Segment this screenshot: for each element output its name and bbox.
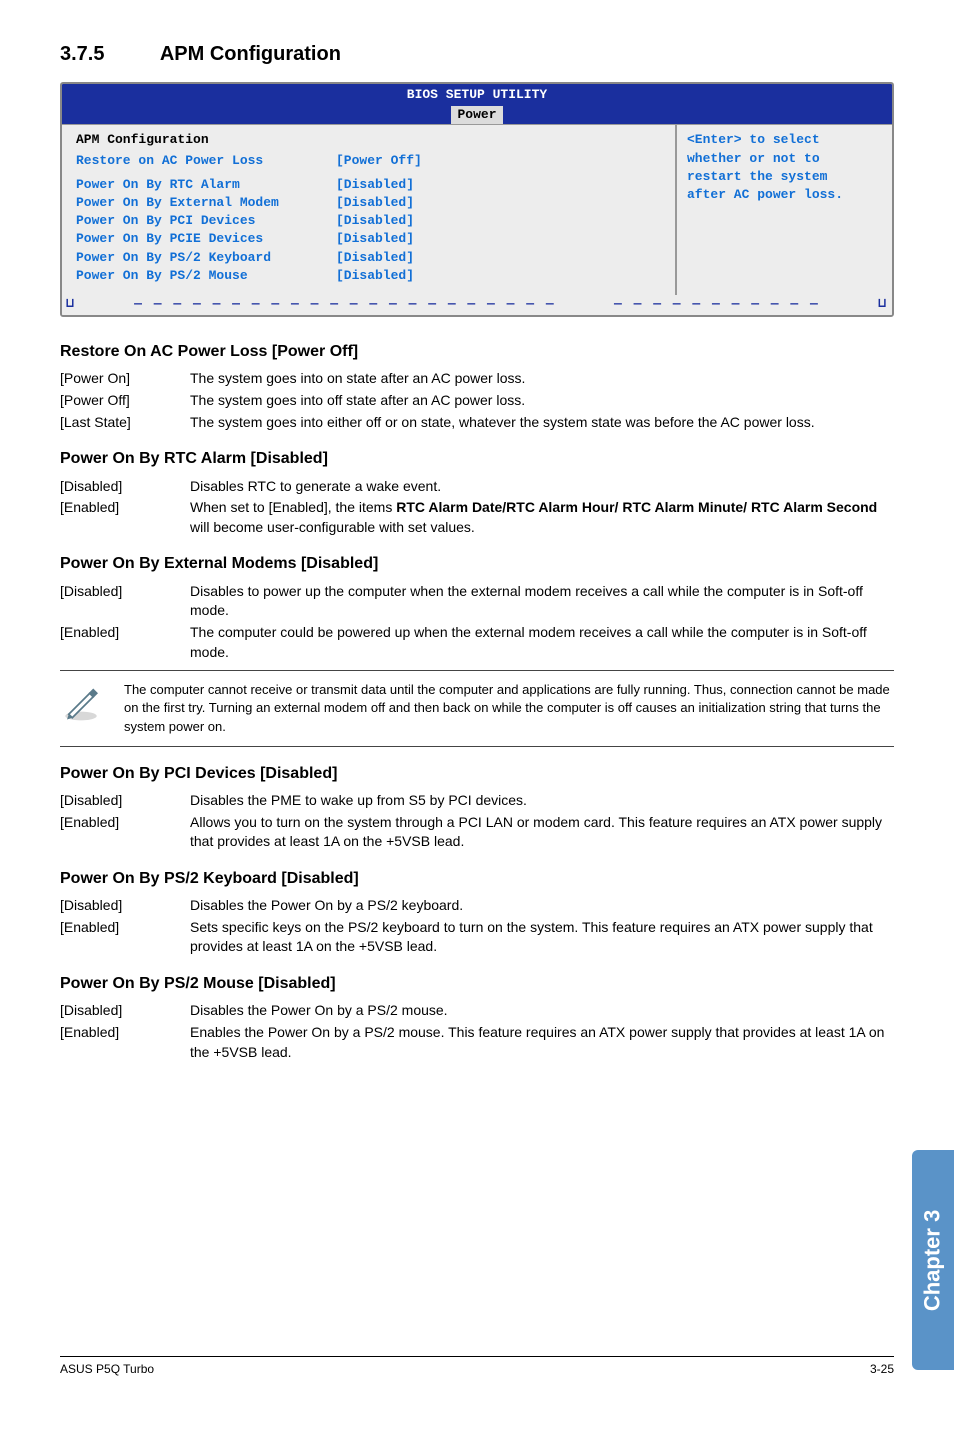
footer-right: 3-25 (870, 1361, 894, 1378)
option-value: Disables RTC to generate a wake event. (190, 477, 894, 497)
bios-setting-value: [Disabled] (336, 212, 414, 230)
note-text: The computer cannot receive or transmit … (124, 681, 894, 736)
option-row: [Power On]The system goes into on state … (60, 369, 894, 389)
bios-header-tab: Power (451, 106, 502, 124)
bios-setting-value: [Disabled] (336, 249, 414, 267)
footer-left: ASUS P5Q Turbo (60, 1361, 154, 1378)
option-key: [Last State] (60, 413, 190, 433)
option-value: Disables to power up the computer when t… (190, 582, 894, 621)
bios-setting-row: Power On By RTC Alarm[Disabled] (76, 176, 661, 194)
option-row: [Disabled]Disables the PME to wake up fr… (60, 791, 894, 811)
option-value: Disables the PME to wake up from S5 by P… (190, 791, 894, 811)
bios-left-header: APM Configuration (76, 131, 661, 149)
option-key: [Disabled] (60, 477, 190, 497)
bios-setting-row: Power On By PS/2 Keyboard[Disabled] (76, 249, 661, 267)
option-row: [Last State]The system goes into either … (60, 413, 894, 433)
option-key: [Disabled] (60, 1001, 190, 1021)
option-heading: Restore On AC Power Loss [Power Off] (60, 341, 894, 363)
option-value: Disables the Power On by a PS/2 mouse. (190, 1001, 894, 1021)
bios-header-title: BIOS SETUP UTILITY (62, 86, 892, 104)
option-row: [Enabled]Enables the Power On by a PS/2 … (60, 1023, 894, 1062)
bios-setting-row: Power On By PS/2 Mouse[Disabled] (76, 267, 661, 285)
chapter-side-tab-label: Chapter 3 (918, 1209, 949, 1310)
option-key: [Power On] (60, 369, 190, 389)
option-row: [Disabled]Disables RTC to generate a wak… (60, 477, 894, 497)
bios-header: BIOS SETUP UTILITY Power (62, 84, 892, 124)
bios-setting-value: [Disabled] (336, 194, 414, 212)
bios-help-line: after AC power loss. (687, 186, 882, 204)
bios-setting-value: [Disabled] (336, 267, 414, 285)
bios-setting-label: Power On By PCI Devices (76, 212, 336, 230)
bios-setting-label: Power On By External Modem (76, 194, 336, 212)
option-key: [Power Off] (60, 391, 190, 411)
option-value: Sets specific keys on the PS/2 keyboard … (190, 918, 894, 957)
section-heading: 3.7.5 APM Configuration (60, 40, 894, 68)
bios-setting-label: Power On By PS/2 Mouse (76, 267, 336, 285)
option-key: [Enabled] (60, 918, 190, 957)
option-heading: Power On By PS/2 Mouse [Disabled] (60, 973, 894, 995)
option-value: The system goes into either off or on st… (190, 413, 894, 433)
bios-setting-label: Power On By RTC Alarm (76, 176, 336, 194)
bios-setting-row: Power On By PCI Devices[Disabled] (76, 212, 661, 230)
option-value: The system goes into off state after an … (190, 391, 894, 411)
option-value: The system goes into on state after an A… (190, 369, 894, 389)
option-key: [Enabled] (60, 1023, 190, 1062)
option-row: [Enabled]Allows you to turn on the syste… (60, 813, 894, 852)
option-row: [Disabled]Disables the Power On by a PS/… (60, 896, 894, 916)
bios-help-line: whether or not to (687, 150, 882, 168)
bios-setting-row: Power On By PCIE Devices[Disabled] (76, 230, 661, 248)
page-footer: ASUS P5Q Turbo 3-25 (60, 1356, 894, 1378)
option-heading: Power On By PCI Devices [Disabled] (60, 763, 894, 785)
bios-cut-line: ⊔ — — — — — — — — — — — — — — — — — — — … (62, 295, 892, 315)
option-key: [Enabled] (60, 498, 190, 537)
bios-help-line: <Enter> to select (687, 131, 882, 149)
option-row: [Enabled]When set to [Enabled], the item… (60, 498, 894, 537)
option-value: When set to [Enabled], the items RTC Ala… (190, 498, 894, 537)
option-heading: Power On By PS/2 Keyboard [Disabled] (60, 868, 894, 890)
option-heading: Power On By RTC Alarm [Disabled] (60, 448, 894, 470)
option-row: [Power Off]The system goes into off stat… (60, 391, 894, 411)
bios-left-panel: APM Configuration Restore on AC Power Lo… (62, 125, 677, 295)
bios-setting-label: Power On By PCIE Devices (76, 230, 336, 248)
section-title-text: APM Configuration (160, 43, 341, 65)
bios-setting-value: [Disabled] (336, 230, 414, 248)
option-row: [Enabled]Sets specific keys on the PS/2 … (60, 918, 894, 957)
option-key: [Enabled] (60, 813, 190, 852)
option-key: [Enabled] (60, 623, 190, 662)
option-value: Enables the Power On by a PS/2 mouse. Th… (190, 1023, 894, 1062)
option-row: [Disabled]Disables to power up the compu… (60, 582, 894, 621)
bios-screenshot: BIOS SETUP UTILITY Power APM Configurati… (60, 82, 894, 317)
note-box: The computer cannot receive or transmit … (60, 670, 894, 747)
bios-setting-label: Power On By PS/2 Keyboard (76, 249, 336, 267)
option-value: The computer could be powered up when th… (190, 623, 894, 662)
option-row: [Disabled]Disables the Power On by a PS/… (60, 1001, 894, 1021)
option-key: [Disabled] (60, 791, 190, 811)
option-key: [Disabled] (60, 896, 190, 916)
option-value: Disables the Power On by a PS/2 keyboard… (190, 896, 894, 916)
bios-help-line: restart the system (687, 168, 882, 186)
bios-setting-label: Restore on AC Power Loss (76, 152, 336, 170)
pencil-icon (60, 681, 102, 729)
option-key: [Disabled] (60, 582, 190, 621)
bios-setting-value: [Power Off] (336, 152, 422, 170)
section-number: 3.7.5 (60, 40, 155, 68)
bios-right-panel: <Enter> to select whether or not to rest… (677, 125, 892, 295)
bios-setting-value: [Disabled] (336, 176, 414, 194)
chapter-side-tab: Chapter 3 (912, 1150, 954, 1370)
bios-setting-row: Restore on AC Power Loss[Power Off] (76, 152, 661, 170)
option-heading: Power On By External Modems [Disabled] (60, 553, 894, 575)
option-value: Allows you to turn on the system through… (190, 813, 894, 852)
bios-setting-row: Power On By External Modem[Disabled] (76, 194, 661, 212)
option-row: [Enabled]The computer could be powered u… (60, 623, 894, 662)
